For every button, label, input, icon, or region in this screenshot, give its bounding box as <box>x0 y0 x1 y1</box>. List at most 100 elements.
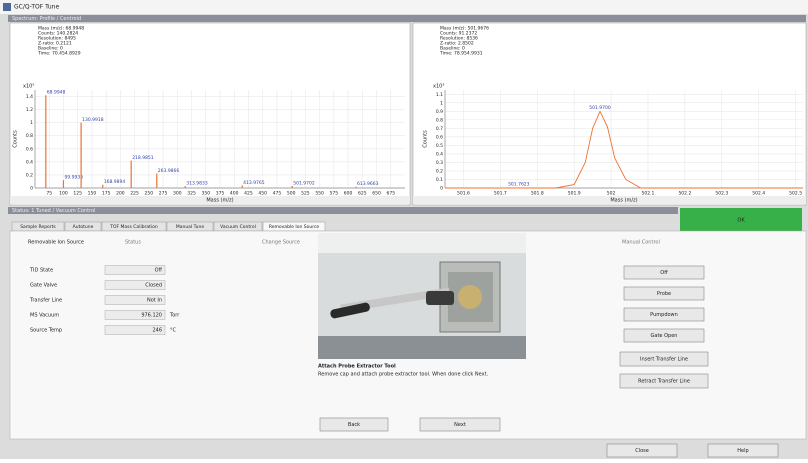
y-tick-label: 0.8 <box>436 117 443 123</box>
status-text: Status: 1 Tuned / Vacuum Control <box>12 208 95 214</box>
y-tick-label: 0.5 <box>436 143 443 149</box>
x-tick-label: 675 <box>386 191 395 197</box>
y-exponent: x10³ <box>433 84 444 90</box>
x-tick-label: 350 <box>201 191 210 197</box>
panel-heading: Removable Ion Source <box>28 240 84 246</box>
y-tick-label: 1.1 <box>436 92 443 98</box>
x-tick-label: 502.3 <box>715 191 728 197</box>
field-label: Transfer Line <box>29 298 62 304</box>
tab-label: Vacuum Control <box>220 224 256 230</box>
back-label: Back <box>348 422 360 428</box>
tab-label: Autotune <box>73 224 94 230</box>
info-line: Time: 70.454.8929 <box>37 51 81 57</box>
tab-label: Removable Ion Source <box>269 224 320 230</box>
x-tick-label: 450 <box>258 191 267 197</box>
line-button[interactable] <box>619 351 709 367</box>
x-tick-label: 175 <box>102 191 111 197</box>
info-line: Resolution: 8536 <box>440 36 478 42</box>
help-button[interactable] <box>707 443 779 458</box>
field-value: 976.120 <box>141 313 162 319</box>
x-tick-label: 501.9 <box>568 191 581 197</box>
x-tick-label: 501.8 <box>531 191 544 197</box>
right-spectrum-panel <box>412 22 807 206</box>
info-line: Baseline: 0 <box>38 46 63 52</box>
manual-button-label: Probe <box>657 291 671 297</box>
peak-label: 413.9765 <box>243 180 265 186</box>
field-unit: °C <box>170 328 177 334</box>
x-tick-label: 525 <box>301 191 310 197</box>
info-line: Mass (m/z): 68.9948 <box>38 26 84 32</box>
spectrum-header-text: Spectrum: Profile / Centroid <box>12 16 81 22</box>
close-label: Close <box>635 448 649 454</box>
left-spectrum-panel <box>9 22 411 206</box>
x-tick-label: 501.6 <box>457 191 470 197</box>
left-scrollbar[interactable] <box>10 196 410 204</box>
manual-controls: Off Probe Pumpdown Gate Open Insert Transfer… <box>619 265 709 389</box>
x-tick-label: 502.5 <box>789 191 802 197</box>
y-tick-label: 1 <box>440 100 443 106</box>
help-label: Help <box>737 448 748 454</box>
field-box <box>104 310 166 320</box>
x-tick-label: 550 <box>315 191 324 197</box>
step-text: Remove cap and attach probe extractor to… <box>318 372 489 378</box>
manual-button[interactable] <box>623 328 705 343</box>
y-tick-label: 0 <box>440 186 443 192</box>
field-box <box>104 325 166 335</box>
manual-button[interactable] <box>623 286 705 301</box>
field-value: Closed <box>145 283 162 289</box>
peak-label: 501.9702 <box>293 181 315 187</box>
x-tick-label: 325 <box>187 191 196 197</box>
info-line: Time: 78.954.9931 <box>439 51 483 57</box>
y-tick-label: 1 <box>30 120 33 126</box>
y-tick-label: 0 <box>30 186 33 192</box>
peak-label: 501.9700 <box>589 105 611 111</box>
x-axis-label: Mass (m/z) <box>206 198 233 204</box>
next-button[interactable] <box>419 417 501 432</box>
ok-indicator <box>680 208 802 232</box>
field-box <box>104 265 166 275</box>
line-button[interactable] <box>619 373 709 389</box>
y-tick-label: 1.4 <box>26 94 33 100</box>
y-tick-label: 0.9 <box>436 109 443 115</box>
right-scrollbar[interactable] <box>413 196 806 204</box>
y-tick-label: 0.2 <box>26 172 33 178</box>
info-line: Mass (m/z): 501.9676 <box>440 26 489 32</box>
x-tick-label: 275 <box>159 191 168 197</box>
tab-strip: Sample Reports Autotune TOF Mass Calibrati… <box>11 221 326 232</box>
y-tick-label: 1.2 <box>26 107 33 113</box>
next-label: Next <box>454 422 466 428</box>
peak-label: 218.9851 <box>132 155 154 161</box>
peak-label: 168.9894 <box>104 179 126 185</box>
field-label: Source Temp <box>30 328 62 334</box>
manual-heading: Manual Control <box>622 240 660 246</box>
y-axis-label: Counts <box>13 130 19 148</box>
field-value: Not In <box>147 298 162 304</box>
manual-button[interactable] <box>623 265 705 280</box>
y-tick-label: 0.1 <box>436 177 443 183</box>
peak-label: 99.9936 <box>64 175 83 181</box>
back-button[interactable] <box>319 417 389 432</box>
step-title: Attach Probe Extractor Tool <box>318 364 396 370</box>
info-line: Baseline: 0 <box>440 46 465 52</box>
manual-button[interactable] <box>623 307 705 322</box>
x-tick-label: 600 <box>344 191 353 197</box>
source-photo <box>318 233 526 359</box>
x-tick-label: 475 <box>273 191 282 197</box>
peak-label: 130.9918 <box>82 117 104 123</box>
x-tick-label: 502.1 <box>642 191 655 197</box>
change-heading: Change Source <box>262 240 300 246</box>
x-tick-label: 575 <box>330 191 339 197</box>
line-button-label: Insert Transfer Line <box>640 357 688 363</box>
y-tick-label: 0.7 <box>436 126 443 132</box>
title-bar <box>0 0 808 14</box>
line-button-label: Retract Transfer Line <box>638 379 690 385</box>
field-label: TID State <box>29 268 53 274</box>
close-button[interactable] <box>606 443 678 458</box>
manual-button-label: Gate Open <box>651 333 678 339</box>
status-bar <box>8 207 678 214</box>
x-tick-label: 75 <box>46 191 52 197</box>
x-tick-label: 502.4 <box>752 191 765 197</box>
x-tick-label: 650 <box>372 191 381 197</box>
peak-label: 613.9663 <box>357 181 379 187</box>
